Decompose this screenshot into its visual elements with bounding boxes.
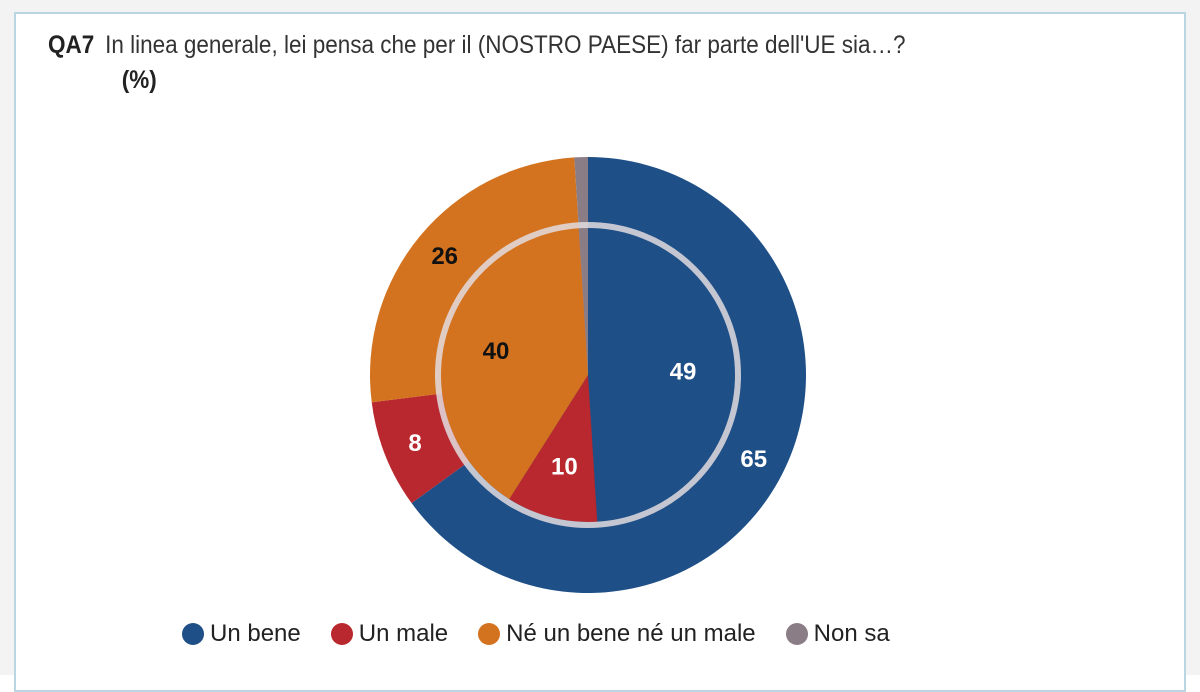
inner-slice-non-sa [578,228,588,375]
outer-value-label-un-male: 8 [408,430,421,457]
question-code: QA7 [48,31,95,59]
legend-label: Un male [358,620,449,647]
legend-swatch [785,623,808,645]
donut-chart: 65 8 26 49 10 40 [370,157,806,594]
ring-separator [435,222,741,528]
inner-value-label-un-bene: 49 [670,359,697,386]
inner-value-label-un-male: 10 [551,454,578,481]
inner-slice-un-male [509,375,598,522]
legend-item-un-bene: Un bene [182,620,301,648]
question-text: In linea generale, lei pensa che per il … [105,31,906,59]
inner-value-label-ne-bene-ne-male: 40 [483,338,510,365]
legend-item-un-male: Un male [330,620,449,648]
legend-swatch [182,623,204,645]
outer-value-label-ne-bene-ne-male: 26 [431,243,458,270]
unit-label: (%) [121,66,157,94]
legend: Un bene Un male Né un bene né un male No… [182,620,920,648]
outer-value-label-un-bene: 65 [740,446,767,473]
legend-label: Non sa [813,620,890,647]
inner-slice-ne-bene-ne-male [441,228,588,500]
legend-swatch [330,623,353,645]
legend-label: Né un bene né un male [506,620,756,647]
legend-label: Un bene [210,620,301,647]
inner-slice-un-bene [588,228,735,522]
chart-title: QA7 In linea generale, lei pensa che per … [48,28,1038,98]
legend-swatch [478,623,501,645]
legend-item-non-sa: Non sa [785,620,890,648]
legend-item-ne-bene-ne-male: Né un bene né un male [478,620,756,648]
